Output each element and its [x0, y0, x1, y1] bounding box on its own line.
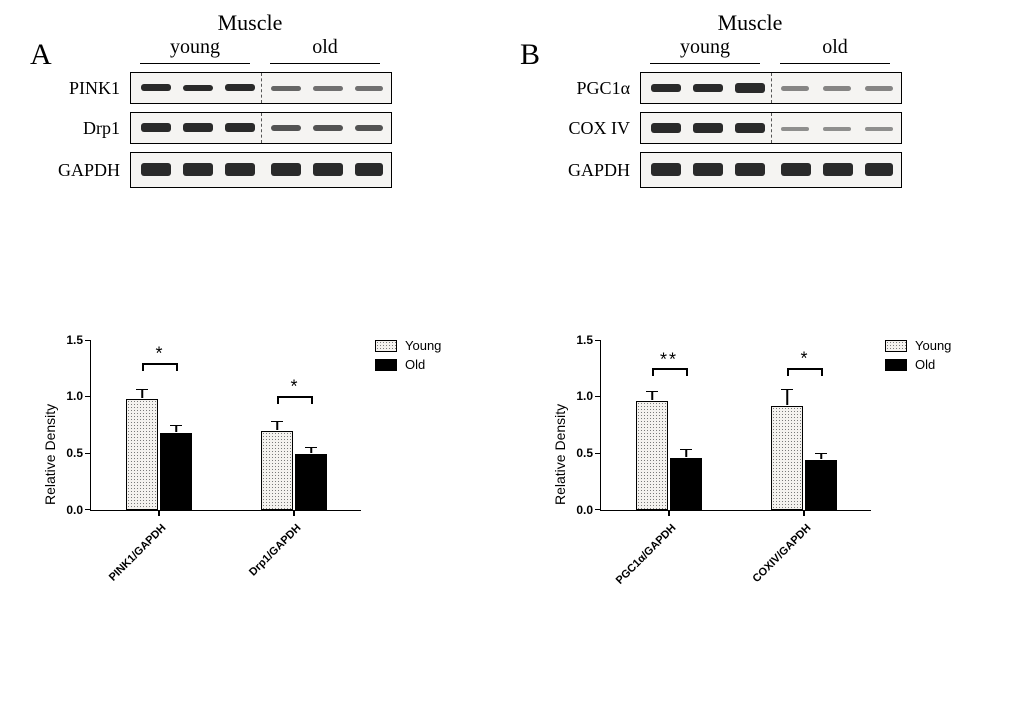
bar-drp1-young	[261, 431, 293, 510]
chart-a-ylabel: Relative Density	[42, 404, 58, 505]
blot-row-pink1: PINK1	[20, 72, 500, 104]
xlabel-pgc1a: PGC1α/GAPDH	[614, 522, 679, 587]
blot-row-coxiv: COX IV	[520, 112, 1000, 144]
bar-pink1-young	[126, 399, 158, 510]
legend-old-b: Old	[885, 357, 951, 372]
panel-a-title: Muscle	[100, 10, 400, 36]
legend-young-a: Young	[375, 338, 441, 353]
group-label-old: old	[312, 36, 338, 58]
bar-drp1-old	[295, 454, 327, 510]
ytick-b05: 0.5	[576, 446, 601, 460]
bar-coxiv-old	[805, 460, 837, 510]
bar-coxiv-young	[771, 406, 803, 510]
blot-label-pink1: PINK1	[20, 78, 130, 99]
legend-young-label: Young	[405, 338, 441, 353]
chart-a: Relative Density 0.0 0.5 1.0 1.5	[30, 330, 500, 630]
swatch-young-icon	[375, 340, 397, 352]
group-label-old-b: old	[822, 36, 848, 58]
panel-b: Muscle B young old PGC1α	[520, 10, 1000, 196]
blot-box-pink1	[130, 72, 392, 104]
ytick-15: 1.5	[66, 333, 91, 347]
blot-row-gapdh-a: GAPDH	[20, 152, 500, 188]
xlabel-drp1: Drp1/GAPDH	[247, 522, 303, 578]
ytick-b15: 1.5	[576, 333, 601, 347]
sig-a2-star: *	[290, 376, 297, 397]
ytick-0: 0.0	[66, 503, 91, 517]
chart-b-plot: 0.0 0.5 1.0 1.5 **	[600, 340, 871, 511]
blot-label-gapdh-a: GAPDH	[20, 160, 130, 181]
bar-pgc1a-old	[670, 458, 702, 510]
bar-pgc1a-young	[636, 401, 668, 510]
blot-label-gapdh-b: GAPDH	[520, 160, 640, 181]
blot-box-gapdh-b	[640, 152, 902, 188]
panel-a-blots: PINK1 Drp1	[20, 72, 500, 188]
chart-b-ylabel: Relative Density	[552, 404, 568, 505]
bar-group-drp1	[261, 340, 327, 510]
legend-old-label-b: Old	[915, 357, 935, 372]
blot-label-pgc1a: PGC1α	[520, 78, 640, 99]
panel-a-letter: A	[30, 38, 52, 72]
blot-row-pgc1a: PGC1α	[520, 72, 1000, 104]
swatch-old-icon	[375, 359, 397, 371]
blot-box-gapdh-a	[130, 152, 392, 188]
group-label-young-b: young	[680, 36, 730, 58]
figure-root: Muscle A young old PINK1	[0, 0, 1020, 717]
panel-a: Muscle A young old PINK1	[20, 10, 500, 196]
panel-a-group-labels: young old	[130, 36, 390, 68]
blot-label-coxiv: COX IV	[520, 118, 640, 139]
blot-row-gapdh-b: GAPDH	[520, 152, 1000, 188]
sig-a1-star: *	[155, 343, 162, 364]
ytick-05: 0.5	[66, 446, 91, 460]
bar-group-pink1	[126, 340, 192, 510]
panel-b-blots: PGC1α COX IV	[520, 72, 1000, 188]
xlabel-coxiv: COXIV/GAPDH	[751, 522, 814, 585]
xlabel-pink1: PINK1/GAPDH	[107, 522, 169, 584]
legend-old-a: Old	[375, 357, 441, 372]
blot-label-drp1: Drp1	[20, 118, 130, 139]
ytick-10: 1.0	[66, 389, 91, 403]
chart-b-legend: Young Old	[885, 338, 951, 376]
sig-b1-star: **	[660, 349, 678, 370]
bar-pink1-old	[160, 433, 192, 510]
panel-b-letter: B	[520, 38, 540, 72]
blot-box-drp1	[130, 112, 392, 144]
chart-b: Relative Density 0.0 0.5 1.0 1.5	[540, 330, 1010, 630]
blot-box-pgc1a	[640, 72, 902, 104]
chart-a-legend: Young Old	[375, 338, 441, 376]
legend-young-b: Young	[885, 338, 951, 353]
ytick-b10: 1.0	[576, 389, 601, 403]
panel-b-title: Muscle	[600, 10, 900, 36]
swatch-old-icon-b	[885, 359, 907, 371]
legend-young-label-b: Young	[915, 338, 951, 353]
blot-box-coxiv	[640, 112, 902, 144]
chart-a-plot: 0.0 0.5 1.0 1.5 *	[90, 340, 361, 511]
swatch-young-icon-b	[885, 340, 907, 352]
group-label-young: young	[170, 36, 220, 58]
panel-b-group-labels: young old	[640, 36, 900, 68]
sig-b2-star: *	[800, 348, 807, 369]
legend-old-label: Old	[405, 357, 425, 372]
blot-row-drp1: Drp1	[20, 112, 500, 144]
ytick-b0: 0.0	[576, 503, 601, 517]
